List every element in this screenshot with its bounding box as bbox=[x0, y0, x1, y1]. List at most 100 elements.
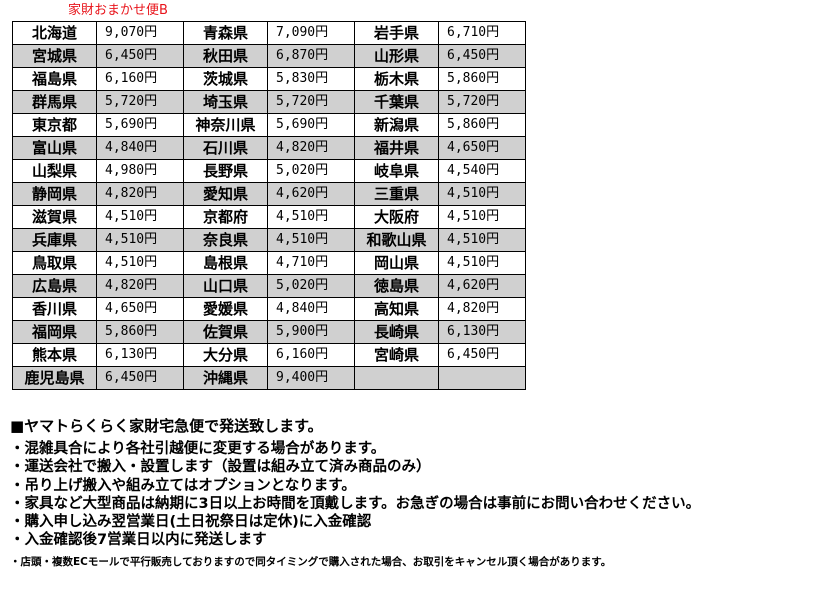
prefecture-cell: 富山県 bbox=[12, 136, 97, 160]
price-cell: 5,720円 bbox=[267, 90, 355, 114]
price-cell: 9,070円 bbox=[96, 21, 184, 45]
prefecture-cell: 東京都 bbox=[12, 113, 97, 137]
table-row: 宮城県 6,450円 秋田県 6,870円 山形県 6,450円 bbox=[12, 44, 526, 68]
table-row: 静岡県 4,820円 愛知県 4,620円 三重県 4,510円 bbox=[12, 182, 526, 206]
price-cell: 4,710円 bbox=[267, 251, 355, 275]
prefecture-cell: 新潟県 bbox=[354, 113, 439, 137]
prefecture-cell: 長野県 bbox=[183, 159, 268, 183]
prefecture-cell: 山梨県 bbox=[12, 159, 97, 183]
price-cell: 6,450円 bbox=[96, 366, 184, 390]
price-cell: 4,620円 bbox=[438, 274, 526, 298]
price-cell: 4,510円 bbox=[96, 228, 184, 252]
prefecture-cell: 神奈川県 bbox=[183, 113, 268, 137]
price-cell: 4,820円 bbox=[96, 182, 184, 206]
price-cell: 4,510円 bbox=[267, 228, 355, 252]
prefecture-cell: 徳島県 bbox=[354, 274, 439, 298]
prefecture-cell: 三重県 bbox=[354, 182, 439, 206]
table-row: 富山県 4,840円 石川県 4,820円 福井県 4,650円 bbox=[12, 136, 526, 160]
prefecture-cell: 大分県 bbox=[183, 343, 268, 367]
prefecture-cell: 和歌山県 bbox=[354, 228, 439, 252]
price-cell: 4,820円 bbox=[438, 297, 526, 321]
note-line: ・運送会社で搬入・設置します（設置は組み立て済み商品のみ） bbox=[10, 459, 431, 476]
table-row: 東京都 5,690円 神奈川県 5,690円 新潟県 5,860円 bbox=[12, 113, 526, 137]
prefecture-cell: 愛媛県 bbox=[183, 297, 268, 321]
price-cell: 4,650円 bbox=[438, 136, 526, 160]
price-cell: 5,690円 bbox=[96, 113, 184, 137]
prefecture-cell: 鳥取県 bbox=[12, 251, 97, 275]
prefecture-cell: 山形県 bbox=[354, 44, 439, 68]
prefecture-cell: 香川県 bbox=[12, 297, 97, 321]
note-line: ・家具など大型商品は納期に3日以上お時間を頂戴します。お急ぎの場合は事前にお問い… bbox=[10, 495, 701, 512]
price-cell: 5,720円 bbox=[96, 90, 184, 114]
prefecture-cell: 福島県 bbox=[12, 67, 97, 91]
table-row: 鳥取県 4,510円 島根県 4,710円 岡山県 4,510円 bbox=[12, 251, 526, 275]
price-cell: 4,510円 bbox=[438, 251, 526, 275]
price-cell: 6,130円 bbox=[438, 320, 526, 344]
table-row: 北海道 9,070円 青森県 7,090円 岩手県 6,710円 bbox=[12, 21, 526, 45]
price-cell: 4,840円 bbox=[267, 297, 355, 321]
table-row: 香川県 4,650円 愛媛県 4,840円 高知県 4,820円 bbox=[12, 297, 526, 321]
price-cell: 6,450円 bbox=[438, 44, 526, 68]
prefecture-cell: 石川県 bbox=[183, 136, 268, 160]
prefecture-cell: 福岡県 bbox=[12, 320, 97, 344]
prefecture-cell: 熊本県 bbox=[12, 343, 97, 367]
prefecture-cell: 兵庫県 bbox=[12, 228, 97, 252]
note-line: ・入金確認後7営業日以内に発送します bbox=[10, 532, 267, 549]
prefecture-cell: 埼玉県 bbox=[183, 90, 268, 114]
price-cell: 4,510円 bbox=[267, 205, 355, 229]
price-cell: 9,400円 bbox=[267, 366, 355, 390]
prefecture-cell: 佐賀県 bbox=[183, 320, 268, 344]
price-cell: 4,820円 bbox=[267, 136, 355, 160]
price-cell: 5,900円 bbox=[267, 320, 355, 344]
price-cell: 4,510円 bbox=[96, 205, 184, 229]
table-row: 山梨県 4,980円 長野県 5,020円 岐阜県 4,540円 bbox=[12, 159, 526, 183]
prefecture-cell: 青森県 bbox=[183, 21, 268, 45]
price-cell: 6,130円 bbox=[96, 343, 184, 367]
price-cell: 5,020円 bbox=[267, 274, 355, 298]
table-row: 滋賀県 4,510円 京都府 4,510円 大阪府 4,510円 bbox=[12, 205, 526, 229]
price-cell: 5,860円 bbox=[438, 113, 526, 137]
table-row: 群馬県 5,720円 埼玉県 5,720円 千葉県 5,720円 bbox=[12, 90, 526, 114]
price-cell: 4,820円 bbox=[96, 274, 184, 298]
prefecture-cell: 静岡県 bbox=[12, 182, 97, 206]
prefecture-cell: 茨城県 bbox=[183, 67, 268, 91]
prefecture-cell: 京都府 bbox=[183, 205, 268, 229]
prefecture-cell: 千葉県 bbox=[354, 90, 439, 114]
note-line: ・購入申し込み翌営業日(土日祝祭日は定休)に入金確認 bbox=[10, 514, 372, 531]
price-cell: 4,980円 bbox=[96, 159, 184, 183]
price-cell: 6,450円 bbox=[438, 343, 526, 367]
shipping-notes: ■ヤマトらくらく家財宅急便で発送致します。 ・混雑具合により各社引越便に変更する… bbox=[10, 416, 700, 569]
prefecture-cell: 栃木県 bbox=[354, 67, 439, 91]
prefecture-cell: 奈良県 bbox=[183, 228, 268, 252]
price-cell: 7,090円 bbox=[267, 21, 355, 45]
price-cell: 4,510円 bbox=[96, 251, 184, 275]
prefecture-cell: 岡山県 bbox=[354, 251, 439, 275]
prefecture-cell: 滋賀県 bbox=[12, 205, 97, 229]
price-cell: 5,830円 bbox=[267, 67, 355, 91]
prefecture-cell: 秋田県 bbox=[183, 44, 268, 68]
table-row: 福岡県 5,860円 佐賀県 5,900円 長崎県 6,130円 bbox=[12, 320, 526, 344]
price-cell: 5,690円 bbox=[267, 113, 355, 137]
price-cell: 6,450円 bbox=[96, 44, 184, 68]
note-line: ・吊り上げ搬入や組み立てはオプションとなります。 bbox=[10, 477, 356, 494]
note-line: ・混雑具合により各社引越便に変更する場合があります。 bbox=[10, 441, 386, 457]
prefecture-cell: 山口県 bbox=[183, 274, 268, 298]
table-row: 兵庫県 4,510円 奈良県 4,510円 和歌山県 4,510円 bbox=[12, 228, 526, 252]
prefecture-cell: 北海道 bbox=[12, 21, 97, 45]
price-cell: 6,160円 bbox=[267, 343, 355, 367]
table-row: 熊本県 6,130円 大分県 6,160円 宮崎県 6,450円 bbox=[12, 343, 526, 367]
price-cell: 6,710円 bbox=[438, 21, 526, 45]
table-row: 鹿児島県 6,450円 沖縄県 9,400円 bbox=[12, 366, 526, 390]
table-row: 広島県 4,820円 山口県 5,020円 徳島県 4,620円 bbox=[12, 274, 526, 298]
prefecture-cell: 宮崎県 bbox=[354, 343, 439, 367]
prefecture-cell: 鹿児島県 bbox=[12, 366, 97, 390]
price-cell: 4,650円 bbox=[96, 297, 184, 321]
prefecture-cell: 岐阜県 bbox=[354, 159, 439, 183]
price-cell bbox=[438, 366, 526, 390]
prefecture-cell: 島根県 bbox=[183, 251, 268, 275]
price-cell: 4,510円 bbox=[438, 182, 526, 206]
price-cell: 4,510円 bbox=[438, 205, 526, 229]
price-cell: 5,860円 bbox=[96, 320, 184, 344]
price-cell: 5,860円 bbox=[438, 67, 526, 91]
price-cell: 5,020円 bbox=[267, 159, 355, 183]
